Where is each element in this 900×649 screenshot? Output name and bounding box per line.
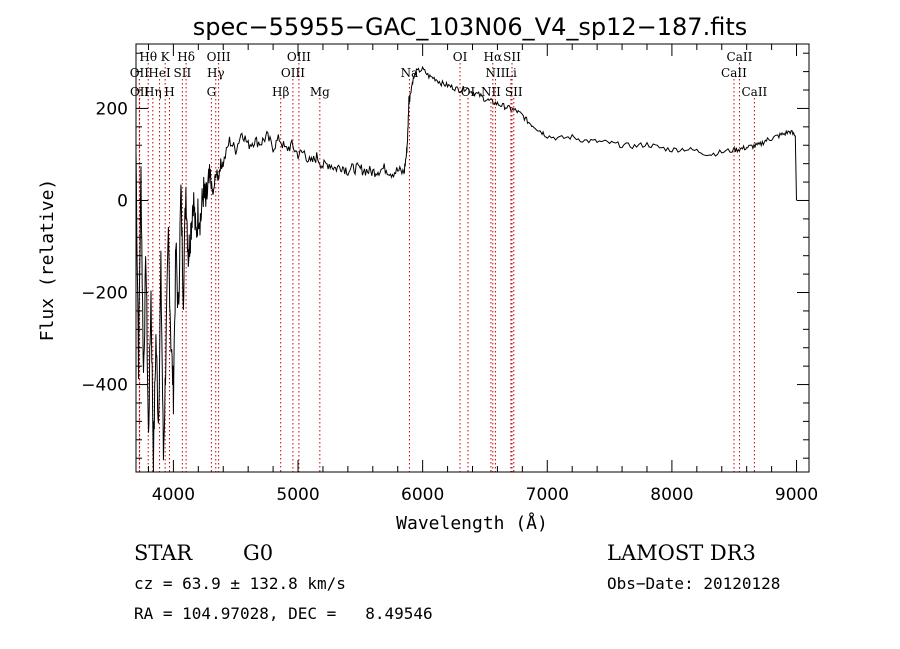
x-tick-label: 7000 [526, 485, 569, 505]
x-tick-label: 4000 [152, 485, 195, 505]
line-label: SII [503, 50, 521, 64]
line-label: OI [453, 50, 468, 64]
line-label: OI [461, 85, 476, 99]
line-label: Hγ [207, 66, 225, 80]
line-label: Hδ [177, 50, 195, 64]
line-label: SII [505, 85, 523, 99]
line-markers [138, 63, 755, 472]
line-label: HeI [148, 66, 171, 80]
line-label: Hθ [139, 50, 157, 64]
y-tick-label: 200 [96, 99, 128, 119]
line-label: Hα [484, 50, 503, 64]
line-label: NII [481, 85, 501, 99]
x-tick-label: 5000 [276, 485, 319, 505]
obs-date-text: Obs−Date: 20120128 [607, 574, 780, 593]
y-tick-label: 0 [117, 191, 128, 211]
x-ticks: 4000 5000 6000 7000 8000 9000 [147, 44, 818, 505]
line-label: H [164, 85, 174, 99]
line-label: CaII [741, 85, 767, 99]
spectrum-line [135, 65, 797, 473]
line-label: OII [130, 66, 150, 80]
y-tick-label: −400 [81, 376, 128, 396]
x-tick-label: 9000 [775, 485, 818, 505]
line-label: Hη [144, 85, 162, 99]
survey-label: LAMOST DR3 [607, 541, 756, 565]
line-label: Mg [310, 85, 330, 99]
line-label: Li [505, 66, 517, 80]
y-tick-label: −200 [81, 284, 128, 304]
line-label: CaII [721, 66, 747, 80]
line-label: OIII [281, 66, 305, 80]
y-ticks: −400 −200 0 200 [81, 52, 809, 459]
class-label: STAR [134, 541, 193, 565]
line-label: K [161, 50, 171, 64]
line-label: OIII [287, 50, 311, 64]
y-axis-label: Flux (relative) [37, 179, 58, 342]
chart-title: spec−55955−GAC_103N06_V4_sp12−187.fits [193, 13, 747, 41]
line-label: OIII [207, 50, 231, 64]
line-label: OII [130, 85, 150, 99]
line-label: SII [174, 66, 192, 80]
line-label: NII [485, 66, 505, 80]
line-label: Hβ [272, 85, 289, 99]
line-label: CaII [727, 50, 753, 64]
subclass-label: G0 [243, 541, 273, 565]
line-label: G [207, 85, 217, 99]
coords-text: RA = 104.97028, DEC = 8.49546 [134, 604, 433, 623]
x-axis-label: Wavelength (Å) [396, 512, 548, 534]
x-tick-label: 8000 [650, 485, 693, 505]
cz-text: cz = 63.9 ± 132.8 km/s [134, 574, 346, 593]
x-tick-label: 6000 [401, 485, 444, 505]
plot-frame [135, 43, 810, 473]
